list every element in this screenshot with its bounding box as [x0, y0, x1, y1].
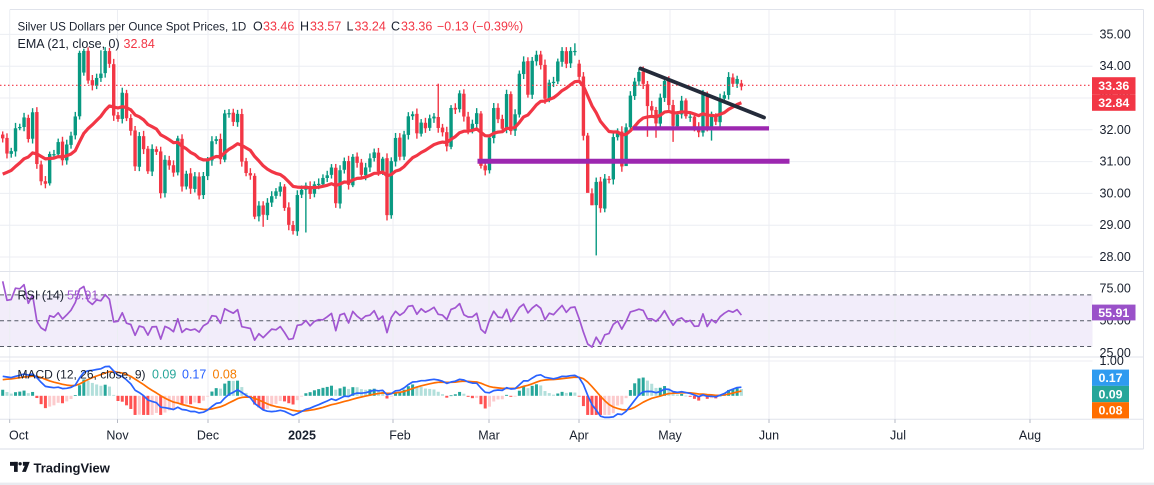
svg-text:O: O — [253, 20, 263, 34]
svg-text:Dec: Dec — [197, 429, 219, 443]
svg-text:0.17: 0.17 — [1098, 371, 1122, 385]
svg-text:0.09: 0.09 — [1098, 387, 1122, 401]
svg-text:Oct: Oct — [9, 429, 29, 443]
svg-text:Aug: Aug — [1019, 429, 1041, 443]
svg-text:28.00: 28.00 — [1100, 250, 1131, 264]
svg-text:−0.13 (−0.39%): −0.13 (−0.39%) — [437, 20, 523, 34]
svg-text:TradingView: TradingView — [34, 461, 111, 476]
svg-text:32.84: 32.84 — [124, 37, 155, 51]
svg-text:L: L — [347, 20, 354, 34]
svg-text:0.08: 0.08 — [213, 368, 237, 382]
svg-text:32.84: 32.84 — [1098, 96, 1129, 110]
svg-text:Jun: Jun — [759, 429, 779, 443]
svg-text:32.00: 32.00 — [1100, 123, 1131, 137]
svg-text:EMA (21, close, 0): EMA (21, close, 0) — [18, 37, 120, 51]
svg-text:MACD (12, 26, close, 9): MACD (12, 26, close, 9) — [18, 368, 146, 382]
svg-text:RSI (14): RSI (14) — [18, 289, 65, 303]
svg-text:33.24: 33.24 — [355, 20, 386, 34]
svg-text:C: C — [391, 20, 400, 34]
svg-text:Jul: Jul — [890, 429, 906, 443]
svg-text:2025: 2025 — [288, 429, 316, 443]
svg-text:Silver US Dollars per Ounce Sp: Silver US Dollars per Ounce Spot Prices,… — [18, 21, 247, 34]
svg-text:29.00: 29.00 — [1100, 218, 1131, 232]
svg-text:Mar: Mar — [478, 429, 500, 443]
svg-text:55.91: 55.91 — [1098, 306, 1129, 320]
svg-text:0.17: 0.17 — [182, 368, 206, 382]
svg-text:33.46: 33.46 — [263, 20, 294, 34]
svg-text:0.08: 0.08 — [1098, 404, 1122, 418]
svg-text:33.36: 33.36 — [1098, 79, 1129, 93]
svg-text:May: May — [658, 429, 682, 443]
svg-text:30.00: 30.00 — [1100, 186, 1131, 200]
svg-text:1.00: 1.00 — [1100, 354, 1124, 368]
svg-text:55.91: 55.91 — [67, 289, 98, 303]
svg-text:33.57: 33.57 — [310, 20, 341, 34]
svg-text:Nov: Nov — [106, 429, 129, 443]
svg-text:75.00: 75.00 — [1100, 282, 1131, 296]
svg-text:H: H — [300, 20, 309, 34]
svg-text:25.00: 25.00 — [1100, 346, 1131, 360]
svg-text:Apr: Apr — [569, 429, 588, 443]
svg-text:0.09: 0.09 — [152, 368, 176, 382]
svg-text:31.00: 31.00 — [1100, 155, 1131, 169]
svg-text:34.00: 34.00 — [1100, 59, 1131, 73]
svg-text:35.00: 35.00 — [1100, 27, 1131, 41]
svg-text:33.36: 33.36 — [401, 20, 432, 34]
svg-text:Feb: Feb — [389, 429, 411, 443]
